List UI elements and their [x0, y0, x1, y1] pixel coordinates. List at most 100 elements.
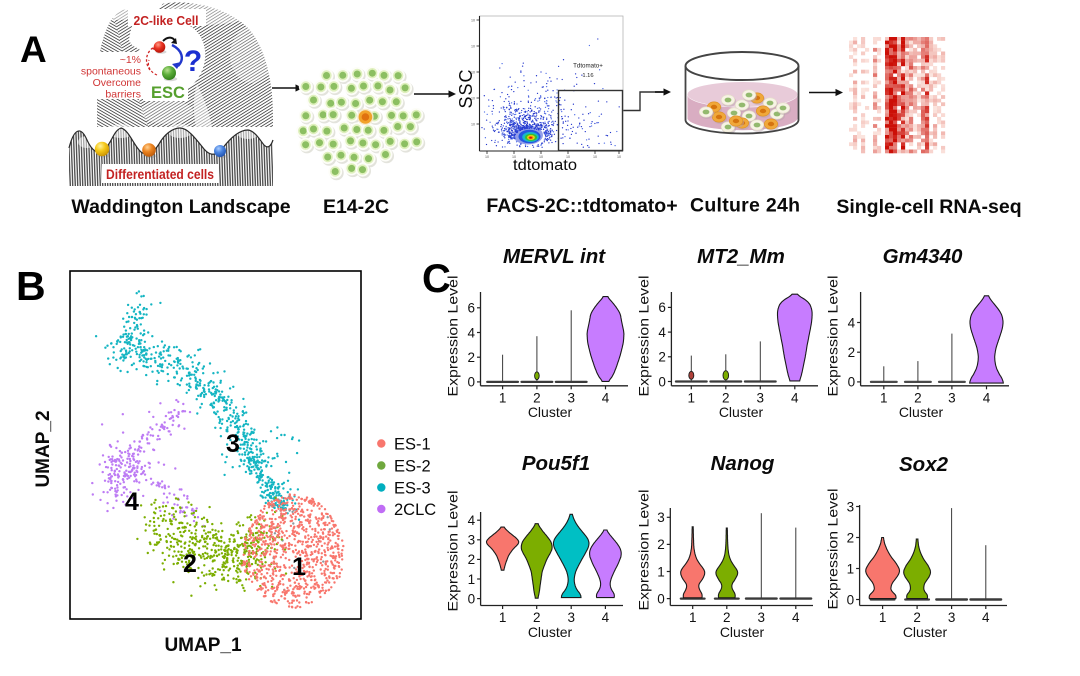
svg-text:ES-2: ES-2: [394, 457, 431, 475]
svg-text:Gm4340: Gm4340: [883, 245, 963, 268]
svg-text:Cluster: Cluster: [899, 404, 944, 420]
svg-text:10: 10: [471, 19, 475, 23]
svg-text:Cluster: Cluster: [528, 404, 573, 420]
svg-text:2: 2: [657, 537, 665, 552]
svg-text:Expression Level: Expression Level: [825, 489, 841, 610]
svg-text:2: 2: [847, 530, 855, 545]
svg-text:4: 4: [467, 325, 475, 340]
svg-text:0: 0: [468, 591, 476, 606]
svg-text:Cluster: Cluster: [528, 624, 573, 640]
svg-text:Expression Level: Expression Level: [445, 276, 461, 397]
svg-text:4: 4: [982, 610, 990, 625]
svg-text:10: 10: [471, 123, 475, 127]
svg-text:1: 1: [688, 390, 696, 405]
svg-text:1: 1: [847, 561, 855, 576]
svg-text:10: 10: [539, 155, 543, 159]
svg-text:2: 2: [722, 390, 730, 405]
svg-text:3: 3: [847, 499, 855, 514]
svg-text:FACS-2C::tdtomato+: FACS-2C::tdtomato+: [486, 195, 677, 217]
svg-text:2CLC: 2CLC: [394, 501, 436, 519]
svg-text:Sox2: Sox2: [899, 453, 949, 476]
svg-text:4: 4: [468, 513, 476, 528]
svg-text:UMAP_2: UMAP_2: [33, 410, 54, 487]
svg-text:4: 4: [602, 610, 610, 625]
svg-text:Culture 24h: Culture 24h: [690, 195, 800, 217]
svg-text:Cluster: Cluster: [903, 624, 948, 640]
svg-text:3: 3: [657, 510, 665, 525]
svg-text:3: 3: [567, 610, 575, 625]
svg-text:Overcome: Overcome: [93, 77, 142, 89]
svg-text:2: 2: [723, 610, 731, 625]
svg-text:B: B: [16, 263, 46, 309]
svg-text:MERVL int: MERVL int: [503, 245, 606, 268]
svg-text:2: 2: [848, 345, 856, 360]
svg-text:E14-2C: E14-2C: [323, 196, 389, 218]
svg-text:2: 2: [533, 610, 541, 625]
svg-text:tdtomato: tdtomato: [513, 157, 577, 174]
svg-text:3: 3: [757, 390, 765, 405]
svg-text:Expression Level: Expression Level: [635, 490, 651, 611]
svg-text:Tdtomato+: Tdtomato+: [573, 63, 603, 70]
svg-text:4: 4: [791, 390, 799, 405]
svg-text:Single-cell RNA-seq: Single-cell RNA-seq: [836, 196, 1021, 218]
svg-text:2C-like Cell: 2C-like Cell: [134, 13, 199, 28]
svg-text:Expression Level: Expression Level: [825, 276, 841, 397]
svg-text:10: 10: [471, 97, 475, 101]
svg-text:Expression Level: Expression Level: [445, 490, 461, 611]
svg-text:6: 6: [467, 301, 475, 316]
svg-text:ESC: ESC: [151, 84, 185, 102]
svg-text:0: 0: [658, 374, 666, 389]
svg-text:Cluster: Cluster: [720, 624, 765, 640]
svg-text:1: 1: [689, 610, 697, 625]
svg-text:1: 1: [657, 564, 665, 579]
svg-text:~1%: ~1%: [120, 54, 141, 66]
svg-text:2: 2: [913, 610, 921, 625]
svg-text:4: 4: [983, 390, 991, 405]
svg-text:4: 4: [792, 610, 800, 625]
svg-text:10: 10: [566, 155, 570, 159]
svg-text:ES-3: ES-3: [394, 479, 431, 497]
svg-text:3: 3: [567, 390, 575, 405]
svg-text:3: 3: [468, 533, 476, 548]
svg-text:ES-1: ES-1: [394, 435, 431, 453]
svg-text:1: 1: [880, 390, 888, 405]
svg-text:Cluster: Cluster: [719, 404, 764, 420]
svg-text:3: 3: [226, 430, 240, 458]
svg-text:C: C: [422, 257, 451, 301]
svg-text:Nanog: Nanog: [711, 452, 775, 475]
svg-text:3: 3: [758, 610, 766, 625]
svg-text:10: 10: [617, 155, 621, 159]
svg-text:1: 1: [499, 390, 507, 405]
svg-text:A: A: [20, 29, 47, 70]
svg-text:6: 6: [658, 300, 666, 315]
svg-text:spontaneous: spontaneous: [81, 66, 141, 78]
svg-text:Differentiated cells: Differentiated cells: [106, 167, 214, 182]
svg-text:4: 4: [602, 390, 610, 405]
svg-text:0: 0: [848, 375, 856, 390]
svg-text:UMAP_1: UMAP_1: [164, 635, 242, 656]
svg-text:SSC: SSC: [456, 70, 476, 109]
svg-text:MT2_Mm: MT2_Mm: [697, 245, 785, 268]
svg-text:2: 2: [914, 390, 922, 405]
svg-text:4: 4: [848, 315, 856, 330]
svg-text:0: 0: [467, 375, 475, 390]
svg-text:1: 1: [879, 610, 887, 625]
svg-text:1.16: 1.16: [582, 73, 593, 79]
svg-text:2: 2: [533, 390, 541, 405]
svg-text:4: 4: [658, 325, 666, 340]
svg-text:10: 10: [512, 155, 516, 159]
svg-text:10: 10: [471, 45, 475, 49]
svg-text:10: 10: [471, 71, 475, 75]
svg-text:3: 3: [948, 610, 956, 625]
svg-text:1: 1: [468, 572, 476, 587]
svg-text:Waddington Landscape: Waddington Landscape: [71, 196, 290, 218]
svg-text:10: 10: [485, 155, 489, 159]
svg-text:Expression Level: Expression Level: [635, 276, 651, 397]
svg-text:0: 0: [657, 591, 665, 606]
svg-text:3: 3: [948, 390, 956, 405]
svg-text:?: ?: [184, 45, 202, 78]
svg-text:2: 2: [468, 552, 476, 567]
svg-text:10: 10: [593, 155, 597, 159]
svg-text:Pou5f1: Pou5f1: [522, 452, 590, 475]
svg-text:4: 4: [125, 488, 139, 516]
